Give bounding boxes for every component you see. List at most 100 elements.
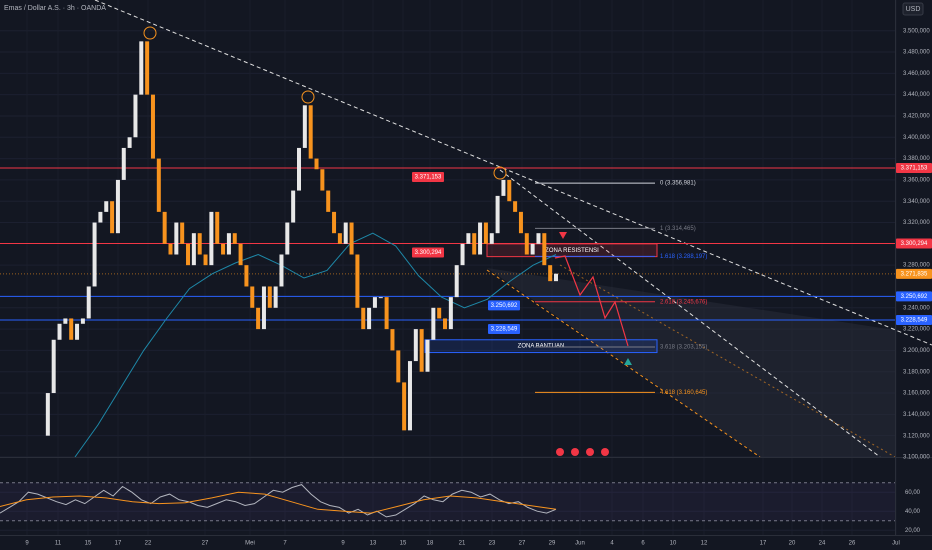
candle (145, 41, 150, 95)
price-badge (896, 291, 932, 302)
candle (92, 222, 97, 287)
candle (472, 233, 477, 255)
candle (407, 361, 412, 431)
price-badge-label: 3.371,153 (901, 166, 928, 172)
candle (110, 201, 115, 234)
price-badge (896, 163, 932, 174)
candle (507, 179, 512, 202)
x-tick-label: 6 (641, 541, 645, 547)
rsi-pane (0, 482, 895, 522)
axes: 3.500,000 3.480,000 3.460,000 3.440,000 3.42… (25, 28, 932, 547)
y-tick-label: 3.280,000 (903, 263, 930, 269)
candle (45, 393, 50, 436)
currency: USD (906, 6, 921, 13)
candle (554, 273, 558, 282)
candle (355, 254, 360, 308)
price-badge (412, 172, 444, 183)
y-tick-label: 3.500,000 (903, 28, 930, 34)
candle (174, 222, 179, 255)
candle (454, 265, 459, 298)
channel-fill (487, 268, 895, 457)
candle (542, 233, 547, 266)
candle (378, 297, 383, 299)
candle (431, 307, 436, 340)
zone-box (424, 339, 658, 354)
y-tick-label: 3.120,000 (903, 433, 930, 439)
y-tick-label: 3.420,000 (903, 114, 930, 120)
x-tick-label: 26 (849, 541, 856, 547)
y-tick-label: 3.100,000 (903, 455, 930, 461)
candle (121, 147, 126, 180)
y-tick-label: 3.180,000 (903, 369, 930, 375)
candle (250, 286, 255, 308)
down-arrow (559, 232, 567, 239)
candle (279, 254, 284, 287)
event-icons (556, 448, 609, 456)
candle (489, 233, 494, 244)
candle (209, 211, 214, 266)
candle (524, 233, 529, 255)
candle (332, 211, 337, 234)
x-tick-label: 9 (341, 541, 345, 547)
candle (238, 243, 243, 266)
candle (297, 147, 301, 191)
candle (63, 318, 68, 324)
x-tick-label: 20 (789, 541, 796, 547)
candle (98, 211, 103, 223)
candle (402, 382, 407, 431)
x-tick-label: 15 (400, 541, 407, 547)
rsi-band-fill (0, 482, 895, 521)
chart-title: Emas / Dollar A.S. · 3h · OANDA (4, 5, 106, 12)
x-tick-label: 27 (519, 541, 526, 547)
candle (501, 179, 506, 196)
event-icon[interactable] (586, 448, 594, 456)
candle (226, 233, 231, 255)
y-tick-label: 3.220,000 (903, 327, 930, 333)
y-tick-label: 3.320,000 (903, 220, 930, 226)
candle (536, 233, 541, 244)
moving-average (74, 232, 557, 458)
candle (186, 243, 191, 266)
candle (115, 179, 120, 234)
trend-line (94, 0, 932, 346)
candle (390, 329, 395, 351)
y-tick-label: 3.240,000 (903, 305, 930, 311)
candle (133, 94, 138, 138)
x-tick-label: 7 (283, 541, 287, 547)
candle (256, 307, 261, 330)
candle (337, 233, 342, 244)
candle (443, 318, 448, 330)
event-icon[interactable] (556, 448, 564, 456)
fib-label: 2.618 (3.245,676) (660, 299, 707, 305)
y-tick-label: 3.380,000 (903, 156, 930, 162)
candle (478, 222, 483, 255)
candle (483, 222, 488, 244)
candle (51, 339, 56, 394)
currency-button[interactable] (902, 2, 924, 16)
candle (191, 233, 196, 266)
x-tick-label: 17 (115, 541, 122, 547)
candle (168, 243, 173, 255)
candle (261, 286, 266, 330)
candle (57, 323, 62, 340)
candle (221, 243, 226, 255)
candle (384, 297, 389, 330)
pivot-circle (143, 26, 157, 40)
x-tick-label: 15 (85, 541, 92, 547)
x-tick-label: 11 (55, 541, 62, 547)
trend-line (499, 169, 881, 458)
candle (75, 323, 80, 340)
candle (326, 190, 331, 212)
event-icon[interactable] (601, 448, 609, 456)
rsi-tick-label: 20,00 (905, 528, 921, 534)
event-icon[interactable] (571, 448, 579, 456)
price-badge-label: 3.228,549 (491, 327, 518, 333)
projection-arrow (554, 255, 629, 347)
y-tick-label: 3.440,000 (903, 92, 930, 98)
price-badge-label: 3.371,153 (415, 175, 442, 181)
x-tick-label: Jun (575, 541, 585, 547)
candle (518, 211, 523, 234)
y-tick-label: 3.140,000 (903, 412, 930, 418)
